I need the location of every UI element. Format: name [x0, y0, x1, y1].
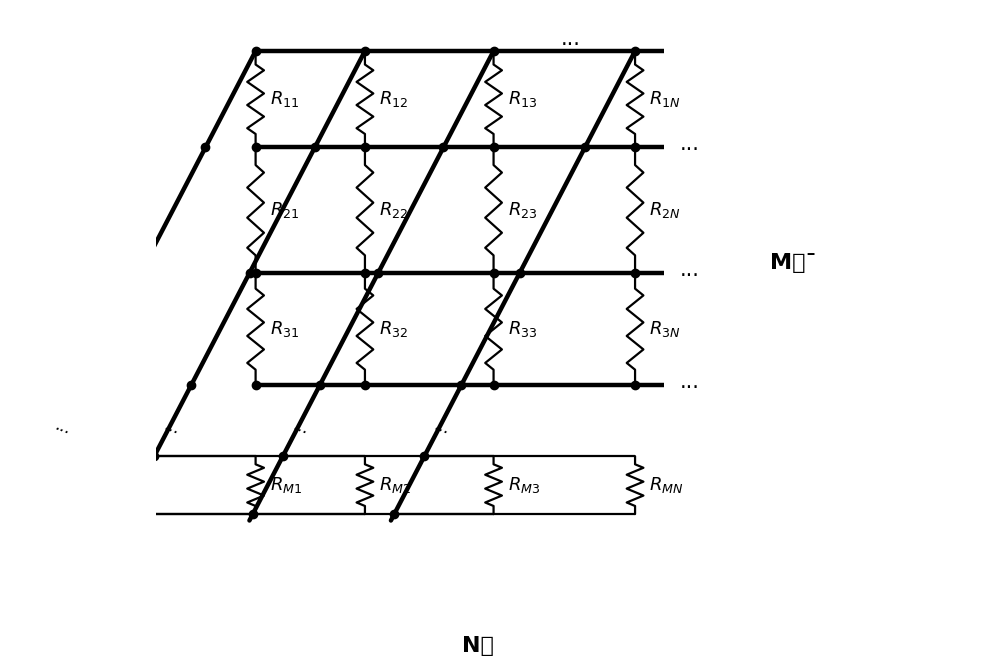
- Text: $R_{MN}$: $R_{MN}$: [649, 475, 684, 495]
- Text: ...: ...: [680, 134, 700, 154]
- Text: $R_{31}$: $R_{31}$: [270, 319, 299, 339]
- Text: ...: ...: [680, 260, 700, 280]
- Text: ...: ...: [561, 29, 581, 49]
- Text: $R_{1N}$: $R_{1N}$: [649, 90, 681, 110]
- Text: ...: ...: [680, 372, 700, 392]
- Text: $R_{22}$: $R_{22}$: [379, 200, 408, 220]
- Text: $R_{M2}$: $R_{M2}$: [379, 475, 411, 495]
- Text: N列: N列: [462, 636, 493, 656]
- Text: $R_{M3}$: $R_{M3}$: [508, 475, 540, 495]
- Text: ...: ...: [291, 416, 312, 438]
- Text: $R_{13}$: $R_{13}$: [508, 90, 537, 110]
- Text: $R_{2N}$: $R_{2N}$: [649, 200, 681, 220]
- Text: $R_{11}$: $R_{11}$: [270, 90, 299, 110]
- Text: $R_{23}$: $R_{23}$: [508, 200, 537, 220]
- Text: ...: ...: [162, 416, 183, 438]
- Text: $R_{12}$: $R_{12}$: [379, 90, 408, 110]
- Text: $R_{33}$: $R_{33}$: [508, 319, 537, 339]
- Text: $R_{M1}$: $R_{M1}$: [270, 475, 302, 495]
- Text: $R_{21}$: $R_{21}$: [270, 200, 299, 220]
- Text: ...: ...: [53, 416, 74, 438]
- Text: $R_{3N}$: $R_{3N}$: [649, 319, 681, 339]
- Text: $R_{32}$: $R_{32}$: [379, 319, 408, 339]
- Text: M行¯: M行¯: [770, 253, 817, 273]
- Text: ...: ...: [432, 416, 453, 438]
